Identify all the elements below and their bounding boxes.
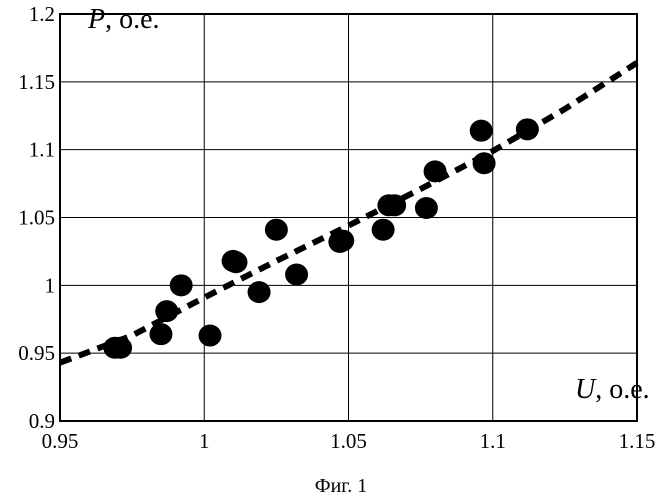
y-tick-label: 1.15 [18, 70, 55, 94]
data-point [383, 194, 406, 216]
data-point [415, 197, 438, 219]
data-point [248, 281, 271, 303]
data-point [516, 118, 539, 140]
data-point [372, 219, 395, 241]
x-tick-label: 1.1 [480, 429, 506, 453]
x-axis-unit: , о.е. [595, 374, 649, 405]
data-point [109, 337, 132, 359]
x-axis-symbol: U [575, 374, 597, 405]
x-tick-label: 1.05 [330, 429, 367, 453]
data-point [265, 219, 288, 241]
y-tick-label: 0.9 [29, 409, 55, 433]
y-axis-unit: , о.е. [105, 4, 159, 35]
data-point [155, 300, 178, 322]
data-point [224, 251, 247, 273]
data-point [470, 120, 493, 142]
data-point [473, 152, 496, 174]
data-point [199, 325, 222, 347]
y-tick-label: 1.2 [29, 2, 55, 26]
grid-lines [60, 14, 637, 421]
data-point [285, 263, 308, 285]
data-point [170, 274, 193, 296]
y-axis-label: P, о.е. [87, 4, 160, 35]
figure-caption: Фиг. 1 [315, 475, 367, 497]
data-point [424, 160, 447, 182]
x-tick-labels: 0.9511.051.11.15 [42, 429, 656, 453]
data-point [331, 230, 354, 252]
y-tick-labels: 0.9 0.95 1 1.05 1.1 1.15 1.2 [18, 2, 55, 433]
data-point [149, 323, 172, 345]
x-tick-label: 1.15 [619, 429, 656, 453]
y-tick-label: 0.95 [18, 341, 55, 365]
y-axis-symbol: P [87, 4, 105, 35]
y-tick-label: 1 [45, 273, 56, 297]
x-tick-label: 1 [199, 429, 210, 453]
y-tick-label: 1.05 [18, 206, 55, 230]
x-axis-label: U, о.е. [575, 374, 650, 405]
y-tick-label: 1.1 [29, 138, 55, 162]
